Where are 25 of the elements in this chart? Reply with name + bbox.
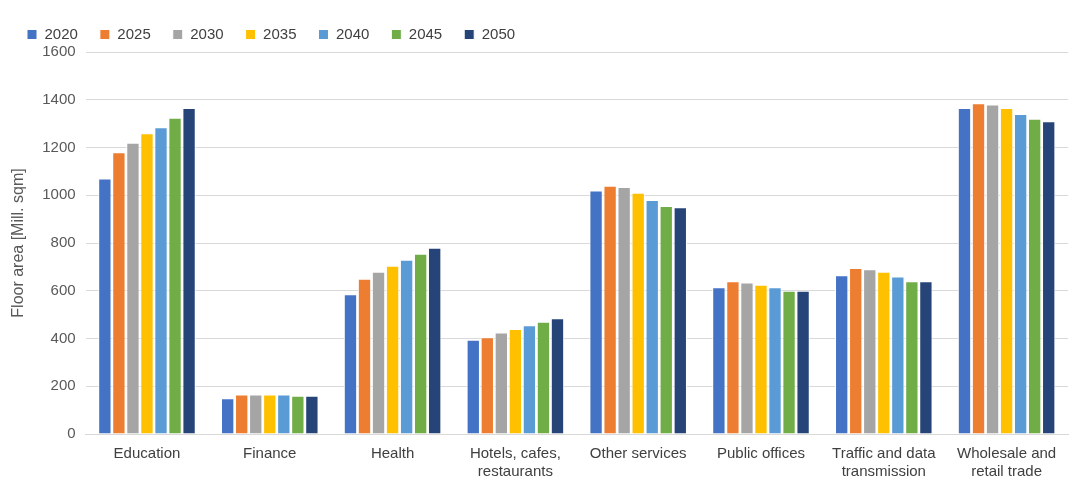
- y-tick-label: 800: [50, 233, 76, 251]
- y-axis-title: Floor area [Mill. sqm]: [9, 168, 27, 318]
- y-tick-label: 400: [50, 328, 76, 346]
- legend-label: 2020: [44, 24, 78, 42]
- y-tick-label: 200: [50, 376, 76, 394]
- y-tick-label: 1400: [42, 89, 76, 107]
- x-tick-label: Finance: [243, 444, 297, 462]
- y-tick-label: 0: [67, 424, 76, 442]
- y-tick-label: 1600: [42, 42, 76, 60]
- y-tick-label: 600: [50, 280, 76, 298]
- y-tick-label: 1000: [42, 185, 76, 203]
- x-tick-label: Wholesale and retail trade: [956, 444, 1057, 480]
- legend-label: 2045: [408, 24, 443, 42]
- x-tick-label: Traffic and data transmission: [832, 444, 937, 480]
- legend-label: 2040: [335, 24, 370, 42]
- legend-label: 2030: [190, 24, 224, 42]
- x-tick-label: Public offices: [716, 444, 806, 462]
- legend-label: 2050: [481, 24, 516, 42]
- x-tick-label: Health: [370, 444, 415, 462]
- x-tick-label: Other services: [589, 444, 687, 462]
- legend-label: 2035: [263, 24, 297, 42]
- x-tick-label: Education: [113, 444, 181, 462]
- legend-label: 2025: [117, 24, 151, 42]
- x-tick-label: Hotels, cafes, restaurants: [469, 444, 561, 480]
- y-tick-label: 1200: [42, 137, 76, 155]
